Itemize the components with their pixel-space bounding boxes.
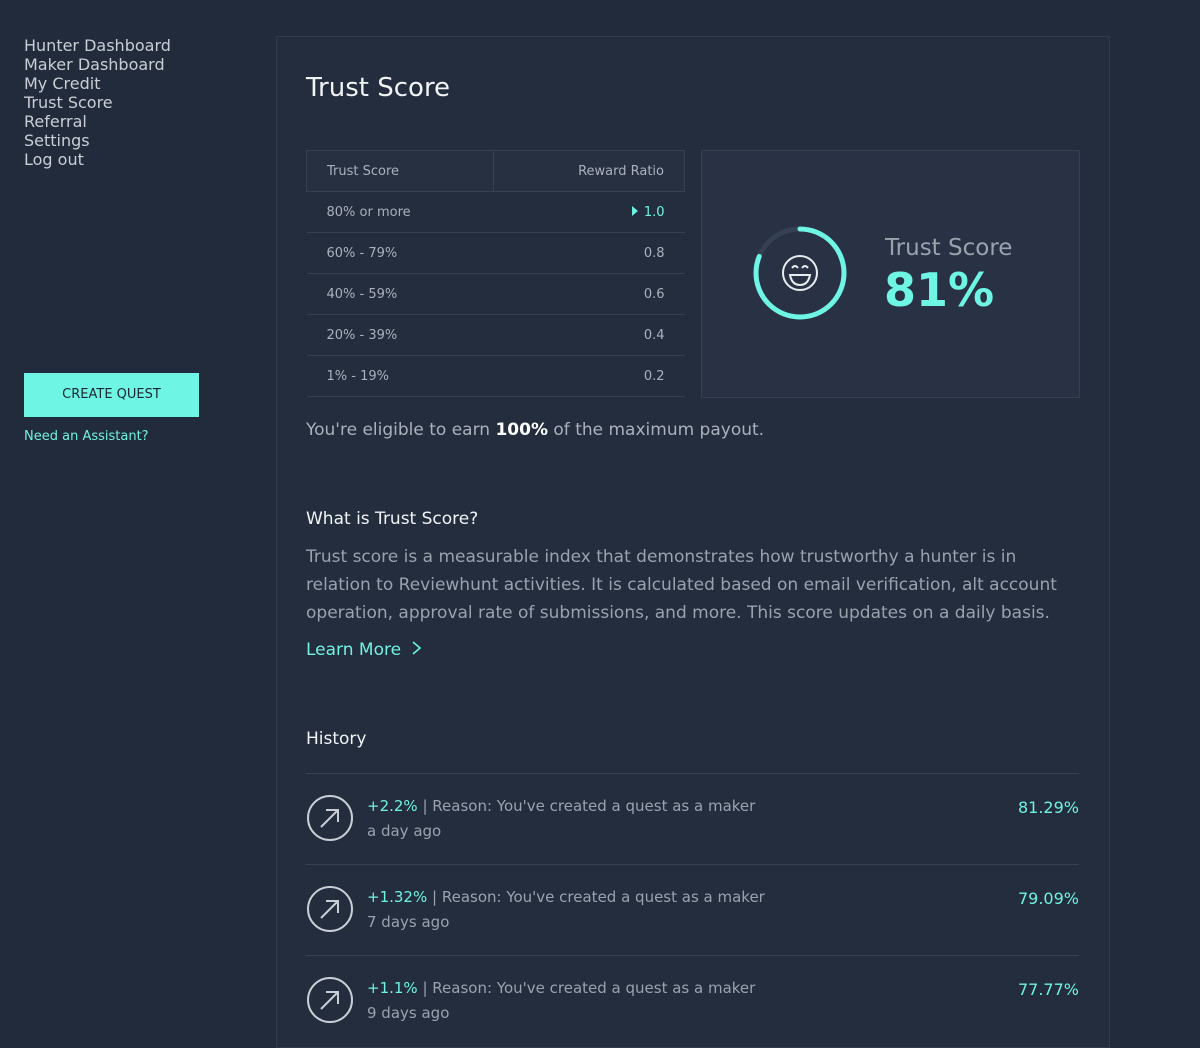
ratio: 0.4 (643, 327, 665, 343)
link-text[interactable]: Learn More (306, 640, 402, 660)
score-card: Trust Score 81% (701, 150, 1080, 398)
table-row: 80% or more 1.0 (306, 191, 685, 233)
score-ring (753, 226, 847, 320)
nav-item[interactable]: Maker Dashboard (24, 55, 165, 74)
ratio: 0.6 (643, 286, 665, 302)
time: a day ago (367, 822, 442, 840)
sidebar-nav: Hunter Dashboard Maker Dashboard My Credit… (24, 36, 171, 169)
history-line: +1.1% | Reason: You've created a quest a… (367, 979, 755, 997)
table-row: 40% - 59% 0.6 (306, 273, 685, 315)
trend-icon (307, 795, 353, 841)
ratio-cell: 0.6 (493, 273, 685, 315)
range-cell: 20% - 39% (306, 314, 494, 356)
ratio-cell: 1.0 (493, 191, 685, 233)
ratio: 0.8 (643, 245, 665, 261)
table-row: 1% - 19% 0.2 (306, 355, 685, 397)
nav-item[interactable]: Hunter Dashboard (24, 36, 171, 55)
section-heading: What is Trust Score? (306, 509, 479, 529)
current-marker (631, 205, 638, 216)
reason: | Reason: You've created a quest as a ma… (432, 888, 765, 906)
history-list: +2.2% | Reason: You've created a quest a… (306, 773, 1079, 1046)
amount: 100% (495, 420, 548, 440)
score: 81.29% (1017, 798, 1079, 817)
smiley-icon (782, 255, 818, 291)
trend-icon (307, 886, 353, 932)
nav-item[interactable]: Log out (24, 150, 84, 169)
page-title: Trust Score (306, 73, 451, 103)
score-label: Trust Score (885, 235, 1013, 261)
range-cell: 40% - 59% (306, 273, 494, 315)
nav-item[interactable]: My Credit (24, 74, 101, 93)
change: +2.2% (367, 797, 418, 815)
create-quest-button[interactable]: CREATE QUEST (24, 373, 199, 417)
text: You're eligible to earn (306, 420, 491, 440)
ratio: 1.0 (643, 204, 665, 220)
ratio: 0.2 (643, 368, 665, 384)
main-panel: Trust Score Trust Score Reward Ratio 80%… (276, 36, 1110, 1048)
eligibility-text: You're eligible to earn 100% of the maxi… (306, 420, 764, 440)
change: +1.1% (367, 979, 418, 997)
score-value: 81% (884, 263, 995, 317)
section-heading: History (306, 729, 367, 749)
chevron-icon (412, 641, 422, 655)
ratio-cell: 0.8 (493, 232, 685, 274)
history-item: +1.1% | Reason: You've created a quest a… (306, 955, 1079, 1046)
table-header: Trust Score (306, 150, 494, 192)
history-item: +1.32% | Reason: You've created a quest … (306, 864, 1079, 955)
ring-arc (753, 226, 847, 320)
nav-item[interactable]: Trust Score (24, 93, 113, 112)
range-cell: 1% - 19% (306, 355, 494, 397)
nav-item[interactable]: Referral (24, 112, 87, 131)
history-line: +2.2% | Reason: You've created a quest a… (367, 797, 755, 815)
change: +1.32% (367, 888, 428, 906)
table-header: Reward Ratio (492, 150, 686, 192)
description: Trust score is a measurable index that d… (306, 547, 1057, 623)
table-row: 20% - 39% 0.4 (306, 314, 685, 356)
time: 9 days ago (367, 1004, 450, 1022)
nav-item[interactable]: Settings (24, 131, 90, 150)
reason: | Reason: You've created a quest as a ma… (422, 979, 756, 997)
table-row: 60% - 79% 0.8 (306, 232, 685, 274)
learn-more-link[interactable]: Learn More (306, 640, 424, 660)
time: 7 days ago (367, 913, 450, 931)
range-cell: 60% - 79% (306, 232, 494, 274)
score: 79.09% (1017, 889, 1079, 908)
trend-icon (307, 977, 353, 1023)
score: 77.77% (1017, 980, 1079, 999)
history-line: +1.32% | Reason: You've created a quest … (367, 888, 765, 906)
reward-table: Trust Score Reward Ratio 80% or more 1.0 6… (306, 150, 686, 397)
ratio-cell: 0.4 (493, 314, 685, 356)
range-cell: 80% or more (306, 191, 494, 233)
text: of the maximum payout. (553, 420, 765, 440)
history-item: +2.2% | Reason: You've created a quest a… (306, 773, 1079, 864)
reason: | Reason: You've created a quest as a ma… (422, 797, 756, 815)
ratio-cell: 0.2 (493, 355, 685, 397)
assistant-link[interactable]: Need an Assistant? (24, 429, 149, 444)
